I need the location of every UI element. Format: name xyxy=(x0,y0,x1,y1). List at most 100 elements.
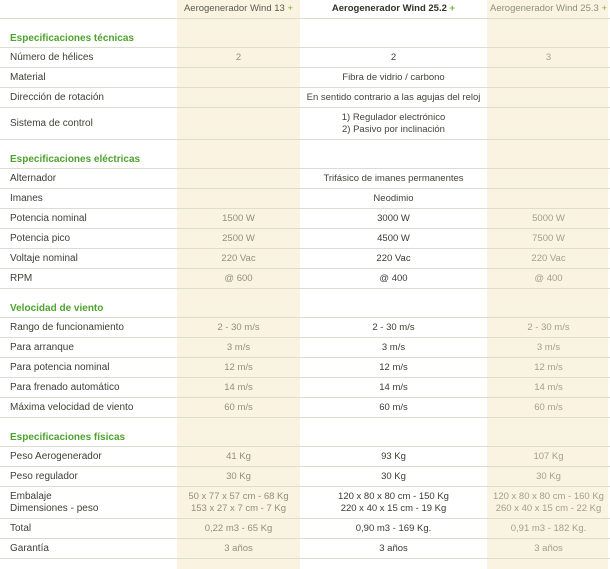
table-row: Rango de funcionamiento 2 - 30 m/s 2 - 30 … xyxy=(0,318,610,338)
cell-wind-13: 0,22 m3 - 65 Kg xyxy=(204,522,273,534)
table-row: RPM @ 600 @ 400 @ 400 xyxy=(0,269,610,289)
cell-wind-25-3: 30 Kg xyxy=(536,470,561,482)
cell-wind-25-3: 107 Kg xyxy=(533,450,564,462)
cell-wind-25-2: 2 - 30 m/s xyxy=(372,321,415,333)
table-row: Máxima velocidad de viento 60 m/s 60 m/s 60… xyxy=(0,398,610,418)
cell-wind-25-2: 3000 W xyxy=(377,212,410,224)
table-header-row: Aerogenerador Wind 13 + Aerogenerador Wi… xyxy=(0,0,610,19)
row-label: Total xyxy=(10,522,32,534)
table-row: Garantía 3 años 3 años 3 años xyxy=(0,539,610,559)
cell-wind-25-3: 60 m/s xyxy=(534,401,563,413)
cell-wind-25-2: 220 Vac xyxy=(376,252,411,264)
table-row: Potencia nominal 1500 W 3000 W 5000 W xyxy=(0,209,610,229)
table-row: Número de hélices 2 2 3 xyxy=(0,48,610,68)
section-spacer xyxy=(0,140,610,153)
cell-wind-25-2: 14 m/s xyxy=(379,381,408,393)
cell-wind-13: 2 - 30 m/s xyxy=(217,321,260,333)
cell-wind-25-3: 14 m/s xyxy=(534,381,563,393)
row-label: Peso Aerogenerador xyxy=(10,450,102,462)
cell-all-models: En sentido contrario a las agujas del re… xyxy=(306,91,481,103)
table-row: Sistema de control 1) Regulador electróni… xyxy=(0,108,610,140)
plus-icon: + xyxy=(449,3,456,14)
cell-wind-13: 60 m/s xyxy=(224,401,253,413)
cell-wind-13: 30 Kg xyxy=(226,470,251,482)
row-label: Número de hélices xyxy=(10,51,94,63)
cell-all-models: Neodimio xyxy=(373,192,414,204)
table-row: Potencia pico 2500 W 4500 W 7500 W xyxy=(0,229,610,249)
cell-wind-25-2: 60 m/s xyxy=(379,401,408,413)
row-label: Imanes xyxy=(10,192,43,204)
cell-wind-13: 3 años xyxy=(224,542,253,554)
cell-wind-25-3: 7500 W xyxy=(532,232,565,244)
cell-wind-25-3: 12 m/s xyxy=(534,361,563,373)
product-name: Aerogenerador Wind 13 xyxy=(183,3,285,14)
cell-wind-25-3: 5000 W xyxy=(532,212,565,224)
cell-wind-25-3: 3 años xyxy=(534,542,563,554)
cell-wind-25-3: 2 - 30 m/s xyxy=(527,321,570,333)
section-title: Especificaciones físicas xyxy=(10,432,126,443)
product-header-wind-25-2[interactable]: Aerogenerador Wind 25.2 + xyxy=(300,3,487,15)
section-header-row: Especificaciones técnicas xyxy=(0,32,610,48)
product-name: Aerogenerador Wind 25.2 xyxy=(331,3,447,14)
table-body: Especificaciones técnicas Número de hélic… xyxy=(0,19,610,559)
cell-wind-13: 41 Kg xyxy=(226,450,251,462)
cell-wind-13: 3 m/s xyxy=(226,341,251,353)
table-row: Peso Aerogenerador 41 Kg 93 Kg 107 Kg xyxy=(0,447,610,467)
cell-wind-13: 50 x 77 x 57 cm - 68 Kg 153 x 27 x 7 cm -… xyxy=(188,490,289,514)
cell-wind-13: 12 m/s xyxy=(224,361,253,373)
section-title: Velocidad de viento xyxy=(10,303,104,314)
cell-wind-13: @ 600 xyxy=(224,272,253,284)
product-name: Aerogenerador Wind 25.3 xyxy=(490,3,599,14)
cell-wind-13: 2 xyxy=(235,51,242,63)
table-row: Para potencia nominal 12 m/s 12 m/s 12 m/s xyxy=(0,358,610,378)
cell-all-models: 1) Regulador electrónico 2) Pasivo por in… xyxy=(341,111,446,135)
row-label: Máxima velocidad de viento xyxy=(10,401,134,413)
section-header-row: Especificaciones eléctricas xyxy=(0,153,610,169)
row-label: Dirección de rotación xyxy=(10,91,104,103)
cell-wind-25-3: 220 Vac xyxy=(531,252,566,264)
cell-wind-25-3: @ 400 xyxy=(534,272,563,284)
cell-wind-13: 220 Vac xyxy=(221,252,256,264)
row-label: Embalaje Dimensiones - peso xyxy=(10,490,99,514)
cell-all-models: Trifásico de imanes permanentes xyxy=(323,172,464,184)
section-header-row: Velocidad de viento xyxy=(0,302,610,318)
cell-wind-25-3: 3 m/s xyxy=(536,341,561,353)
section-spacer xyxy=(0,418,610,431)
cell-wind-25-3: 0,91 m3 - 182 Kg. xyxy=(510,522,587,534)
section-header-row: Especificaciones físicas xyxy=(0,431,610,447)
cell-wind-25-3: 120 x 80 x 80 cm - 160 Kg 260 x 40 x 15 c… xyxy=(493,490,604,514)
row-label: Potencia nominal xyxy=(10,212,87,224)
table-row: Material Fibra de vidrio / carbono xyxy=(0,68,610,88)
row-label: Voltaje nominal xyxy=(10,252,78,264)
section-title: Especificaciones eléctricas xyxy=(10,154,141,165)
cell-wind-25-2: 0,90 m3 - 169 Kg. xyxy=(355,522,432,534)
row-label: Para potencia nominal xyxy=(10,361,110,373)
cell-wind-13: 2500 W xyxy=(222,232,255,244)
cell-wind-25-2: 3 m/s xyxy=(381,341,406,353)
column-stripe-wind-25-3 xyxy=(487,0,608,569)
row-label: Para arranque xyxy=(10,341,74,353)
section-spacer xyxy=(0,19,610,32)
row-label: Potencia pico xyxy=(10,232,71,244)
cell-wind-25-2: 3 años xyxy=(379,542,408,554)
cell-wind-25-2: @ 400 xyxy=(379,272,408,284)
cell-wind-25-2: 4500 W xyxy=(377,232,410,244)
section-spacer xyxy=(0,289,610,302)
row-label: Rango de funcionamiento xyxy=(10,321,124,333)
cell-wind-13: 1500 W xyxy=(222,212,255,224)
cell-wind-13: 14 m/s xyxy=(224,381,253,393)
table-row: Peso regulador 30 Kg 30 Kg 30 Kg xyxy=(0,467,610,487)
table-row: Total 0,22 m3 - 65 Kg 0,90 m3 - 169 Kg. 0,9… xyxy=(0,519,610,539)
cell-wind-25-2: 30 Kg xyxy=(381,470,406,482)
table-row: Voltaje nominal 220 Vac 220 Vac 220 Vac xyxy=(0,249,610,269)
table-row: Dirección de rotación En sentido contrari… xyxy=(0,88,610,108)
table-row: Para arranque 3 m/s 3 m/s 3 m/s xyxy=(0,338,610,358)
cell-wind-25-2: 93 Kg xyxy=(381,450,406,462)
row-label: Alternador xyxy=(10,172,57,184)
cell-wind-25-2: 120 x 80 x 80 cm - 150 Kg 220 x 40 x 15 c… xyxy=(338,490,449,514)
row-label: Sistema de control xyxy=(10,117,93,129)
cell-wind-25-3: 3 xyxy=(545,51,552,63)
product-header-wind-25-3[interactable]: Aerogenerador Wind 25.3 + xyxy=(487,3,610,15)
product-header-wind-13[interactable]: Aerogenerador Wind 13 + xyxy=(177,3,300,15)
